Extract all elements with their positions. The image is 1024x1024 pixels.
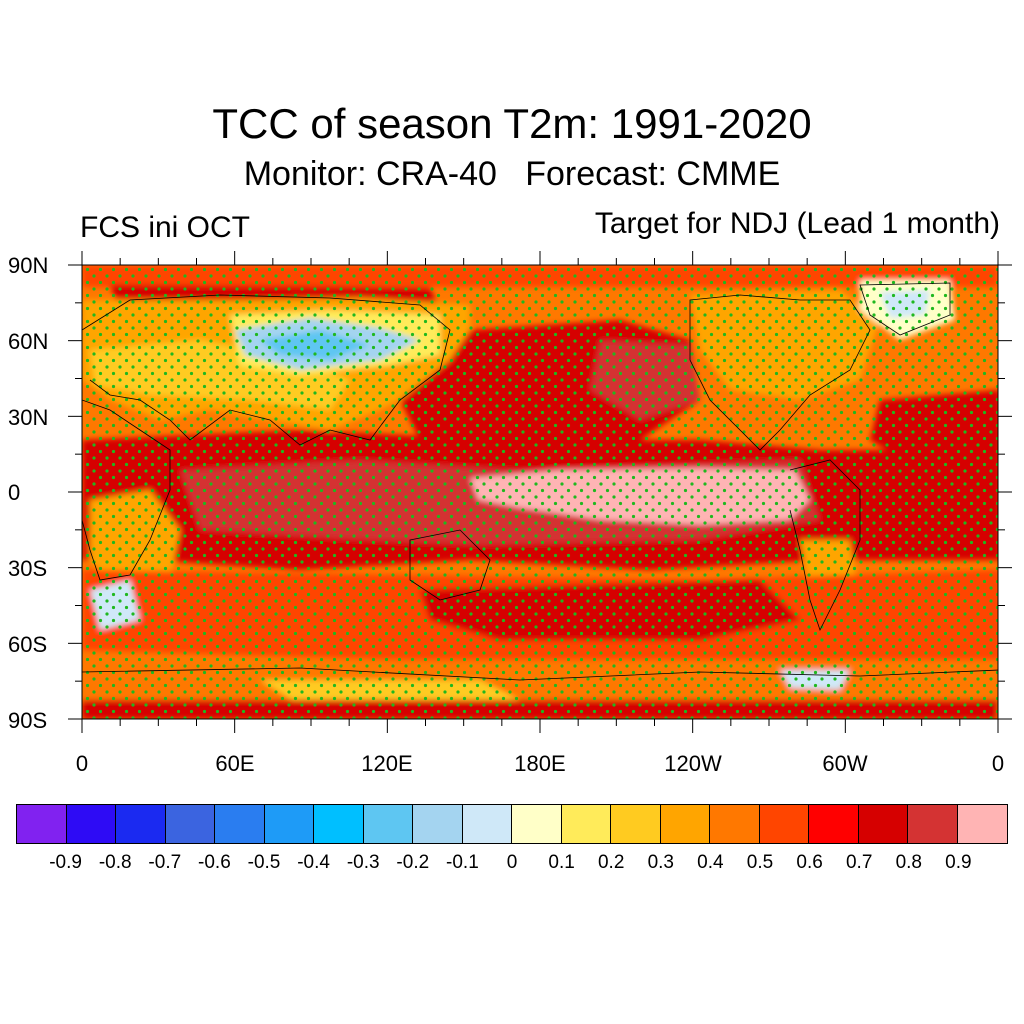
figure-title: TCC of season T2m: 1991-2020 <box>212 100 812 147</box>
eurasia-coastline <box>82 294 451 446</box>
colorbar-label: -0.8 <box>98 852 132 873</box>
colorbar-label: 0.3 <box>647 852 674 873</box>
colorbar-label: 0.9 <box>945 852 972 873</box>
colorbar-label: -0.6 <box>198 852 231 873</box>
colorbar-swatch <box>66 805 116 843</box>
colorbar-swatch <box>957 805 1007 843</box>
colorbar-swatch <box>116 805 166 843</box>
colorbar-label: -0.9 <box>49 852 82 873</box>
colorbar-swatch <box>215 805 265 843</box>
lat-tick-60s: 60S <box>8 632 48 657</box>
colorbar-label: -0.4 <box>297 852 330 873</box>
colorbar-label: 0.6 <box>796 852 823 873</box>
antarctica-coastline <box>82 667 998 681</box>
colorbar-swatch <box>611 805 661 843</box>
greenland-coastline <box>859 282 951 336</box>
colorbar-swatch <box>314 805 364 843</box>
south-america-coastline <box>789 459 861 632</box>
colorbar-label: -0.7 <box>148 852 182 873</box>
target-season-label: Target for NDJ (Lead 1 month) <box>594 207 1000 240</box>
colorbar-swatch <box>512 805 562 843</box>
africa-coastline <box>82 399 171 581</box>
colorbar-label: 0 <box>506 852 518 873</box>
lat-tick-60n: 60N <box>8 329 49 354</box>
colorbar-swatch <box>710 805 760 843</box>
colorbar-label: -0.5 <box>247 852 281 873</box>
figure-subtitle: Monitor: CRA-40 Forecast: CMME <box>243 155 781 193</box>
lat-tick-90s: 90S <box>8 708 48 733</box>
colorbar-label: 0.1 <box>548 852 575 873</box>
colorbar-label: 0.5 <box>746 852 774 873</box>
lon-tick-60e: 60E <box>215 751 255 776</box>
colorbar-swatch <box>660 805 710 843</box>
australia-coastline <box>409 529 491 601</box>
lat-tick-0: 0 <box>8 480 21 505</box>
colorbar-swatch <box>561 805 611 843</box>
lon-tick-120e: 120E <box>361 751 413 776</box>
colorbar-label: -0.3 <box>346 852 380 873</box>
significance-stippling <box>82 265 998 719</box>
colorbar-label: 0.2 <box>597 852 625 873</box>
lon-tick-120w: 120W <box>664 751 722 776</box>
lon-tick-60w: 60W <box>822 751 868 776</box>
colorbar <box>16 804 1008 844</box>
colorbar-swatch <box>809 805 859 843</box>
colorbar-swatch <box>17 805 67 843</box>
colorbar-swatch <box>759 805 809 843</box>
map-plot-area <box>82 265 998 719</box>
colorbar-label: 0.7 <box>845 852 873 873</box>
colorbar-label: 0.4 <box>697 852 724 873</box>
colorbar-swatch <box>462 805 512 843</box>
colorbar-swatch <box>908 805 958 843</box>
colorbar-swatch <box>264 805 314 843</box>
lat-tick-30n: 30N <box>8 405 49 430</box>
colorbar-swatch <box>413 805 463 843</box>
colorbar-swatch <box>363 805 413 843</box>
colorbar-label: -0.1 <box>446 852 479 873</box>
lon-tick-0-west: 0 <box>75 751 89 776</box>
colorbar-label: 0.8 <box>895 852 922 873</box>
colorbar-label: -0.2 <box>396 852 430 873</box>
lon-tick-0-east: 0 <box>991 751 1005 776</box>
axis-tick-marks <box>68 251 1012 733</box>
north-america-coastline <box>689 294 871 451</box>
coastlines <box>82 282 998 681</box>
lat-tick-30s: 30S <box>8 556 48 581</box>
lat-tick-90n: 90N <box>8 253 49 278</box>
tcc-map <box>68 251 1012 733</box>
lon-tick-180e: 180E <box>514 751 566 776</box>
colorbar-swatch <box>858 805 908 843</box>
colorbar-swatch <box>165 805 215 843</box>
initial-condition-label: FCS ini OCT <box>80 211 251 244</box>
